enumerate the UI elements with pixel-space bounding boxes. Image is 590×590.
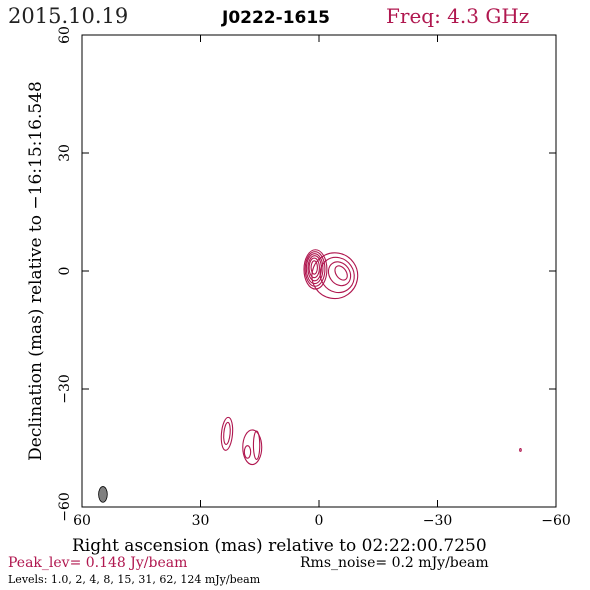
y-tick-label: 60 (57, 26, 73, 44)
contour-line (223, 421, 231, 445)
contour-line (308, 257, 320, 279)
contour-line (319, 256, 355, 294)
contour-line (243, 445, 252, 459)
beam-layer (98, 486, 108, 503)
source-name: J0222-1615 (221, 8, 330, 28)
restoring-beam (98, 486, 108, 503)
contour-line (327, 261, 352, 287)
contour-line (303, 249, 328, 290)
x-tick-label: 60 (73, 513, 91, 529)
component-south-2 (242, 429, 263, 466)
component-south-1 (220, 416, 234, 451)
y-tick-label: 30 (57, 144, 73, 162)
y-tick-label: −30 (57, 374, 73, 404)
contour-line (519, 448, 522, 452)
x-axis-label: Right ascension (mas) relative to 02:22:… (72, 536, 487, 556)
contour-line (310, 260, 318, 275)
rms-noise: Rms_noise= 0.2 mJy/beam (300, 555, 489, 571)
peak-level: Peak_lev= 0.148 Jy/beam (8, 555, 187, 571)
frequency-label: Freq: 4.3 GHz (386, 4, 529, 28)
component-spot (519, 448, 522, 452)
contour-line (334, 265, 348, 281)
component-jet (311, 252, 359, 300)
x-tick-label: 30 (192, 513, 210, 529)
y-axis-label: Declination (mas) relative to −16:15:16.… (26, 81, 46, 461)
contour-layer (220, 249, 522, 466)
contour-line (220, 416, 234, 451)
contour-line (311, 252, 359, 300)
contour-line (305, 253, 324, 285)
axis-ticks (81, 34, 557, 508)
x-tick-label: −30 (423, 513, 453, 529)
y-tick-label: −60 (57, 492, 73, 522)
contour-line (242, 429, 263, 466)
x-tick-label: −60 (541, 513, 571, 529)
observation-date: 2015.10.19 (8, 4, 128, 28)
y-tick-labels: 60 30 0 −30 −60 (57, 26, 73, 522)
contour-levels: Levels: 1.0, 2, 4, 8, 15, 31, 62, 124 mJ… (8, 573, 261, 586)
x-tick-labels: 60 30 0 −30 −60 (73, 513, 571, 529)
y-tick-label: 0 (57, 267, 73, 276)
x-tick-label: 0 (315, 513, 324, 529)
